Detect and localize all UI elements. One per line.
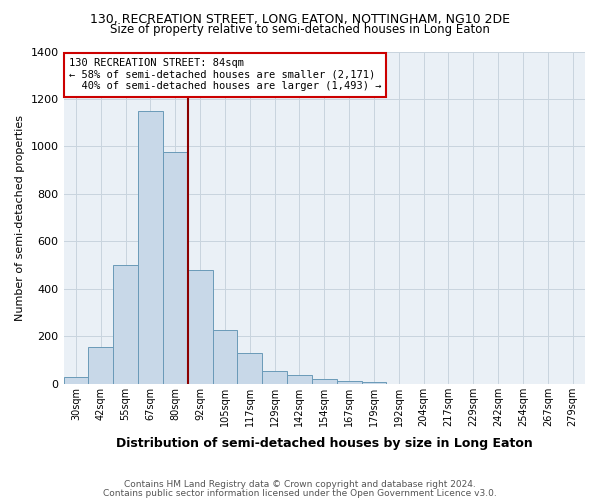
Text: Contains HM Land Registry data © Crown copyright and database right 2024.: Contains HM Land Registry data © Crown c… — [124, 480, 476, 489]
Bar — [113, 265, 138, 384]
Bar — [88, 347, 113, 384]
Bar — [212, 330, 238, 384]
X-axis label: Distribution of semi-detached houses by size in Long Eaton: Distribution of semi-detached houses by … — [116, 437, 533, 450]
Bar — [163, 152, 188, 384]
Bar — [238, 353, 262, 384]
Bar — [362, 382, 386, 384]
Text: 130 RECREATION STREET: 84sqm
← 58% of semi-detached houses are smaller (2,171)
 : 130 RECREATION STREET: 84sqm ← 58% of se… — [69, 58, 381, 92]
Bar — [188, 270, 212, 384]
Bar — [64, 376, 88, 384]
Bar — [312, 379, 337, 384]
Text: 130, RECREATION STREET, LONG EATON, NOTTINGHAM, NG10 2DE: 130, RECREATION STREET, LONG EATON, NOTT… — [90, 12, 510, 26]
Text: Size of property relative to semi-detached houses in Long Eaton: Size of property relative to semi-detach… — [110, 22, 490, 36]
Bar — [287, 376, 312, 384]
Bar — [337, 381, 362, 384]
Text: Contains public sector information licensed under the Open Government Licence v3: Contains public sector information licen… — [103, 488, 497, 498]
Bar — [138, 111, 163, 384]
Y-axis label: Number of semi-detached properties: Number of semi-detached properties — [15, 114, 25, 320]
Bar — [262, 370, 287, 384]
